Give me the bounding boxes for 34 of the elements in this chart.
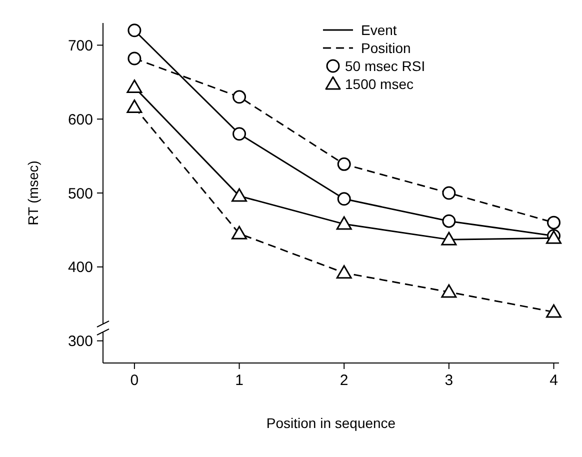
y-tick-label: 400 — [68, 259, 93, 276]
y-axis-title: RT (msec) — [25, 160, 41, 226]
point — [337, 192, 351, 206]
point — [337, 157, 351, 171]
point — [442, 186, 456, 200]
x-axis-title: Position in sequence — [266, 415, 396, 431]
point — [547, 216, 561, 230]
annotation: Position — [361, 40, 411, 56]
point — [232, 226, 248, 240]
point — [128, 52, 142, 66]
point — [441, 232, 457, 246]
point — [126, 80, 142, 94]
annotation: Event — [361, 22, 397, 38]
x-tick-label: 1 — [235, 372, 244, 389]
y-tick-label: 600 — [68, 111, 93, 128]
x-tick-label: 3 — [444, 372, 454, 389]
y-tick-label: 300 — [68, 333, 93, 350]
point — [546, 304, 562, 318]
x-tick-label: 2 — [340, 372, 348, 389]
y-tick-label: 700 — [68, 37, 93, 54]
x-tick-label: 4 — [550, 372, 558, 389]
point — [232, 188, 248, 202]
point — [232, 127, 246, 141]
annotation: 1500 msec — [345, 76, 414, 92]
point — [232, 90, 246, 104]
point — [126, 100, 142, 114]
point — [442, 214, 456, 228]
point — [441, 284, 457, 298]
annotation: 50 msec RSI — [345, 58, 426, 74]
x-tick-label: 0 — [130, 372, 139, 389]
y-tick-label: 500 — [68, 185, 93, 202]
point — [336, 216, 352, 230]
point — [336, 265, 352, 279]
point — [128, 24, 142, 38]
